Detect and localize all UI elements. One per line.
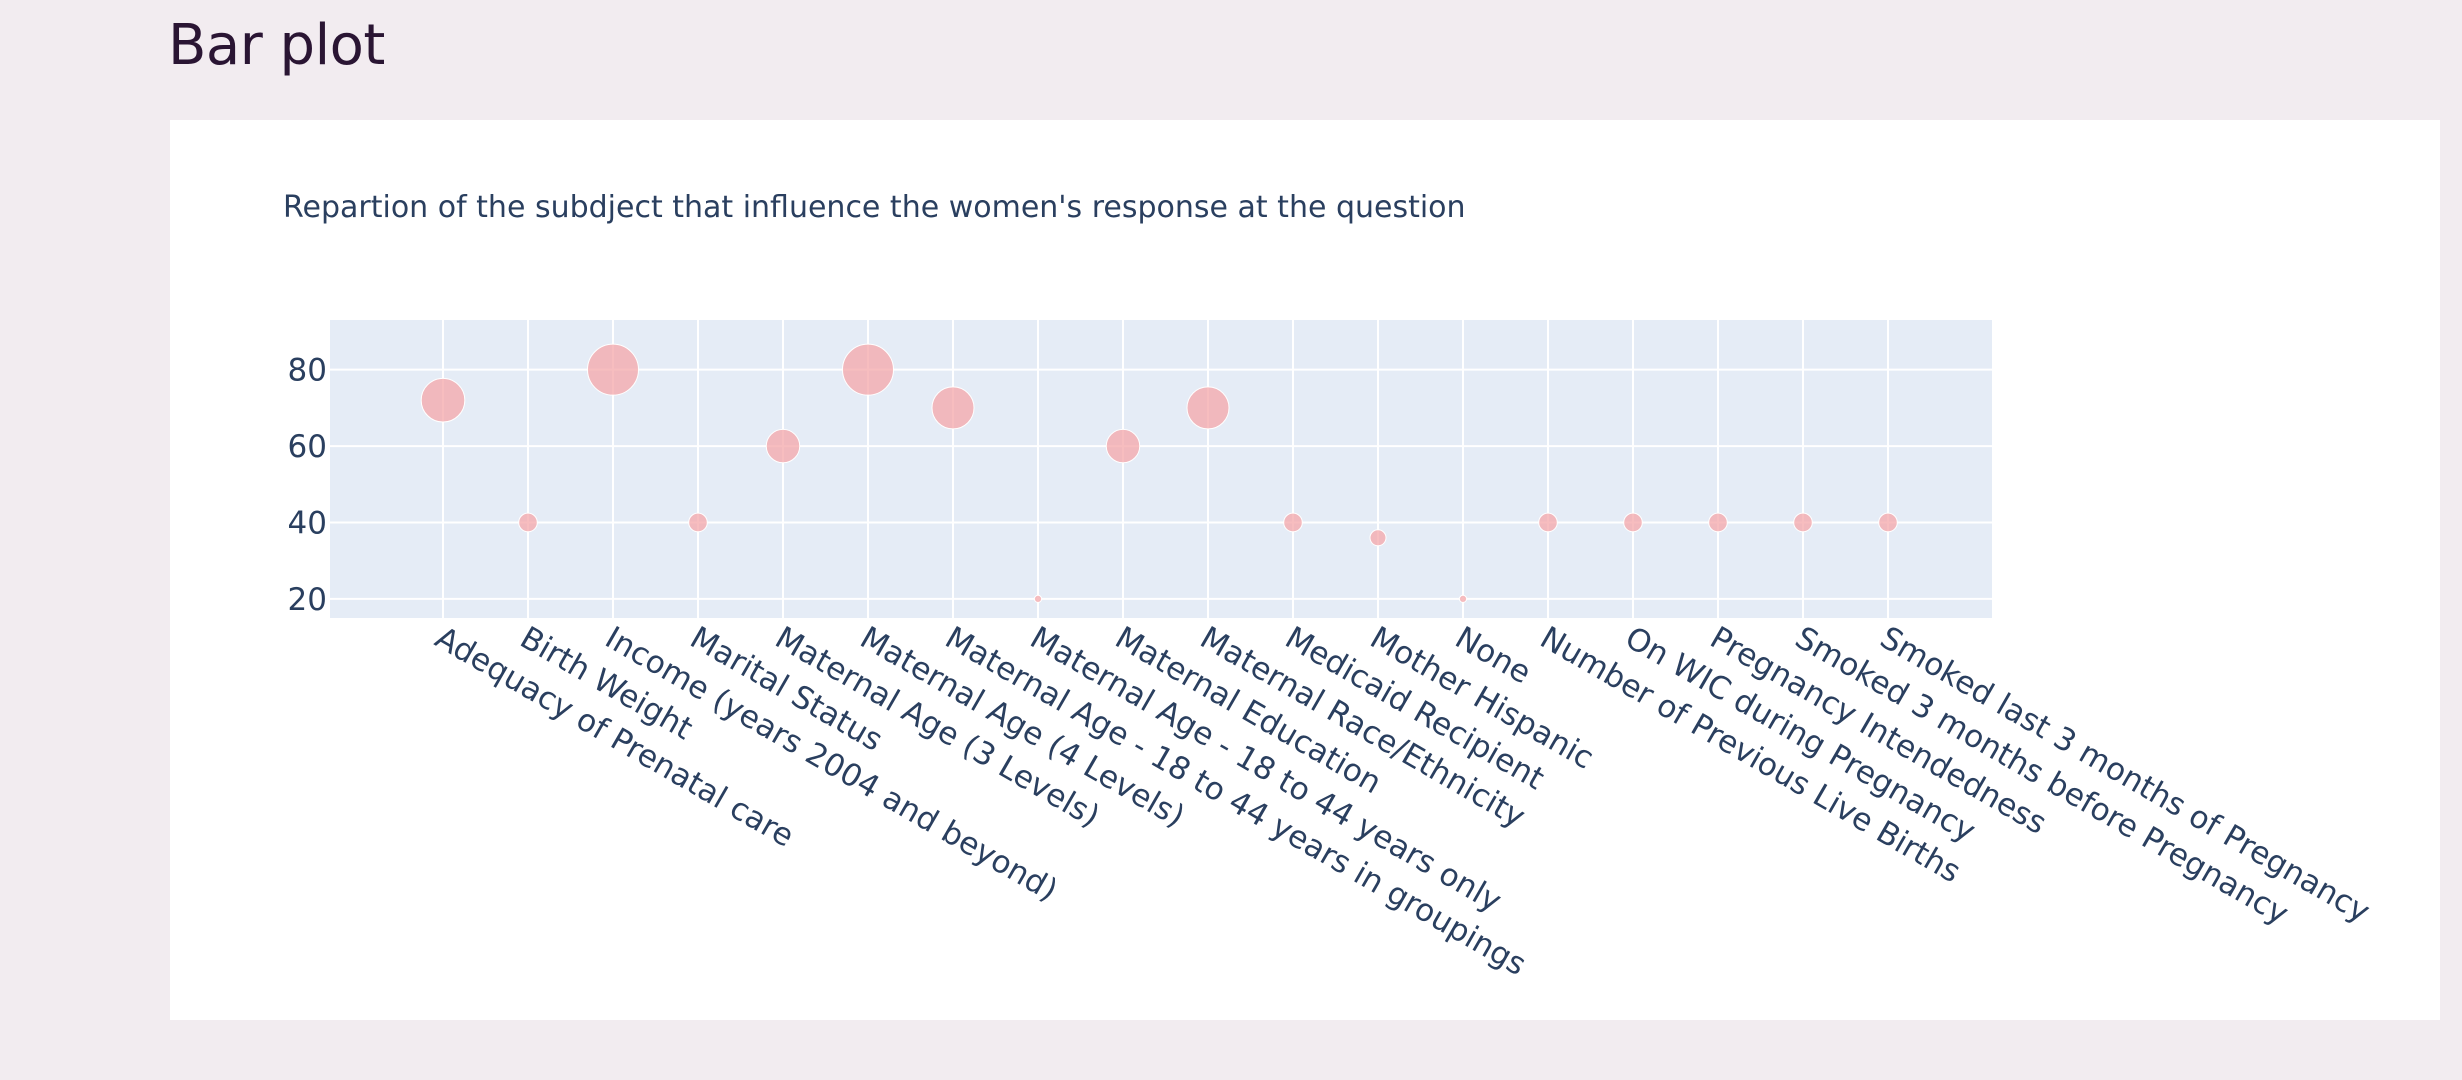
- data-point[interactable]: [1283, 512, 1303, 533]
- data-point[interactable]: [1878, 512, 1898, 533]
- chart-card: Repartion of the subdject that influence…: [170, 120, 2440, 1020]
- data-point[interactable]: [842, 343, 894, 396]
- data-point[interactable]: [1105, 428, 1141, 464]
- y-axis: 20 40 60 80: [288, 353, 327, 618]
- data-point[interactable]: [587, 343, 639, 396]
- data-point[interactable]: [1458, 594, 1468, 603]
- data-point[interactable]: [1538, 512, 1558, 533]
- scatter-chart: Repartion of the subdject that influence…: [283, 190, 2376, 983]
- data-point[interactable]: [1708, 512, 1728, 533]
- y-tick-label: 20: [288, 582, 327, 618]
- y-tick-label: 60: [288, 429, 327, 465]
- data-point[interactable]: [765, 428, 801, 464]
- data-point[interactable]: [518, 512, 538, 533]
- data-point[interactable]: [1623, 512, 1643, 533]
- y-tick-label: 80: [288, 353, 327, 389]
- y-tick-label: 40: [288, 505, 327, 541]
- page-title: Bar plot: [168, 13, 385, 78]
- data-points: [420, 343, 1898, 603]
- plot-area: [330, 320, 1992, 618]
- data-point[interactable]: [931, 386, 975, 430]
- data-point[interactable]: [1793, 512, 1813, 533]
- data-point[interactable]: [1186, 386, 1230, 430]
- gridlines: [330, 320, 1992, 618]
- data-point[interactable]: [1033, 594, 1043, 603]
- data-point[interactable]: [1369, 529, 1387, 547]
- chart-title: Repartion of the subdject that influence…: [283, 190, 1466, 225]
- data-point[interactable]: [688, 512, 708, 533]
- data-point[interactable]: [420, 377, 466, 423]
